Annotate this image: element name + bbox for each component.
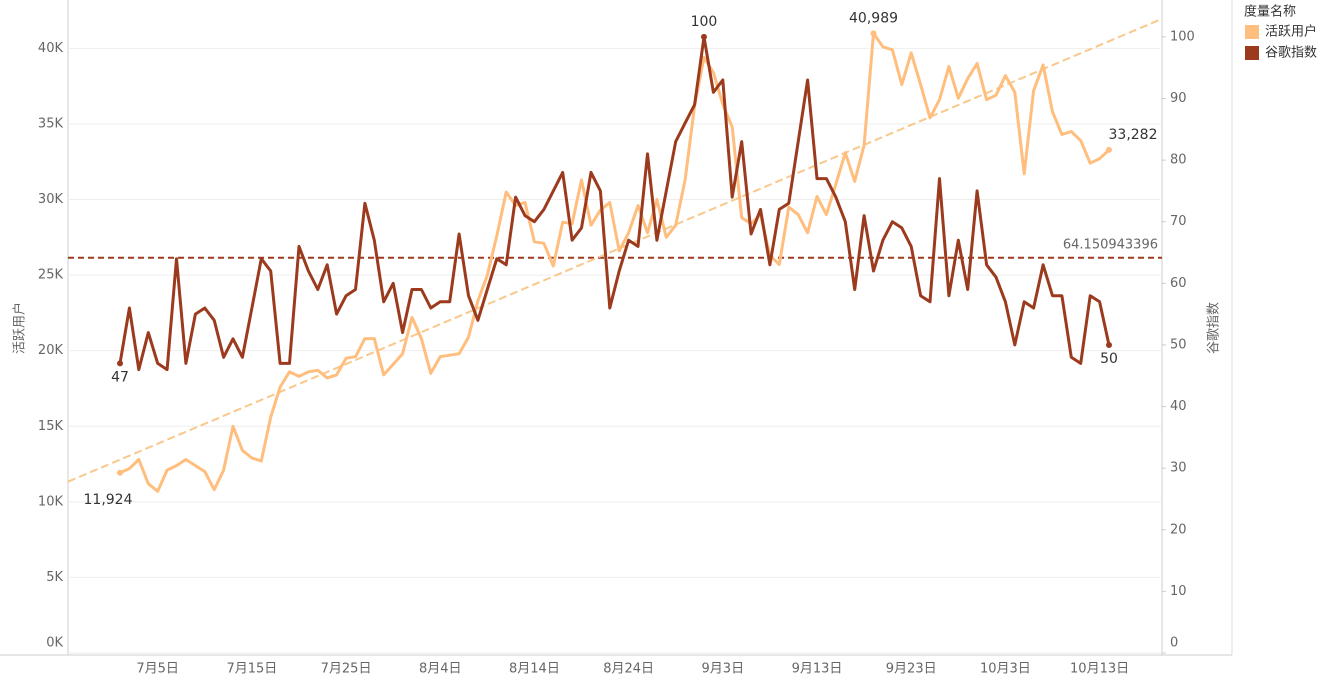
data-label: 40,989 bbox=[849, 10, 898, 26]
x-tick-label: 8月24日 bbox=[603, 662, 654, 677]
point bbox=[700, 33, 707, 40]
data-label: 47 bbox=[111, 369, 129, 385]
y-tick-label: 15K bbox=[38, 419, 64, 434]
x-tick-label: 10月3日 bbox=[980, 662, 1031, 677]
y-axis-title: 活跃用户 bbox=[12, 302, 28, 354]
data-label: 33,282 bbox=[1109, 127, 1158, 143]
series-line bbox=[118, 35, 1111, 372]
legend-label: 活跃用户 bbox=[1265, 24, 1317, 40]
trend-line bbox=[67, 17, 1163, 483]
y2-tick-label: 90 bbox=[1170, 91, 1187, 106]
y2-tick-label: 20 bbox=[1170, 522, 1187, 537]
legend-title: 度量名称 bbox=[1244, 4, 1296, 20]
reference-label: 64.150943396 bbox=[1063, 237, 1158, 252]
x-tick-label: 9月13日 bbox=[792, 662, 843, 677]
x-tick-label: 9月3日 bbox=[702, 662, 745, 677]
x-tick-label: 10月13日 bbox=[1070, 662, 1129, 677]
y2-tick-label: 100 bbox=[1170, 29, 1195, 44]
y-tick-label: 0K bbox=[46, 636, 63, 651]
y2-tick-label: 0 bbox=[1170, 636, 1178, 651]
y-tick-label: 5K bbox=[46, 570, 63, 585]
y2-tick-label: 70 bbox=[1170, 214, 1187, 229]
y2-tick-label: 80 bbox=[1170, 153, 1187, 168]
y-tick-label: 30K bbox=[38, 192, 64, 207]
point bbox=[1106, 341, 1112, 348]
data-label: 50 bbox=[1100, 351, 1118, 367]
y-tick-label: 35K bbox=[38, 116, 64, 131]
y2-axis-title: 谷歌指数 bbox=[1207, 302, 1222, 354]
y-tick-label: 20K bbox=[38, 343, 64, 358]
point bbox=[1106, 146, 1112, 153]
y2-tick-label: 10 bbox=[1170, 584, 1187, 599]
x-tick-label: 7月25日 bbox=[321, 662, 372, 677]
series-line bbox=[119, 31, 1111, 493]
y-tick-label: 40K bbox=[38, 41, 64, 56]
y2-tick-label: 30 bbox=[1170, 461, 1187, 476]
x-tick-label: 7月15日 bbox=[226, 662, 277, 677]
x-tick-label: 9月23日 bbox=[886, 662, 937, 677]
y-tick-label: 10K bbox=[38, 494, 64, 509]
data-label: 11,924 bbox=[84, 492, 133, 508]
y2-tick-label: 60 bbox=[1170, 276, 1187, 291]
y2-tick-label: 40 bbox=[1170, 399, 1187, 414]
y-tick-label: 25K bbox=[38, 268, 64, 283]
legend-swatch bbox=[1245, 25, 1259, 39]
point bbox=[117, 469, 123, 476]
x-tick-label: 8月4日 bbox=[419, 662, 462, 677]
x-tick-label: 8月14日 bbox=[509, 662, 560, 677]
x-tick-label: 7月5日 bbox=[136, 662, 179, 677]
legend-swatch bbox=[1245, 46, 1259, 60]
y2-tick-label: 50 bbox=[1170, 337, 1187, 352]
point bbox=[870, 30, 877, 37]
legend-label: 谷歌指数 bbox=[1265, 46, 1317, 61]
point bbox=[117, 360, 123, 367]
data-label: 100 bbox=[691, 14, 718, 30]
